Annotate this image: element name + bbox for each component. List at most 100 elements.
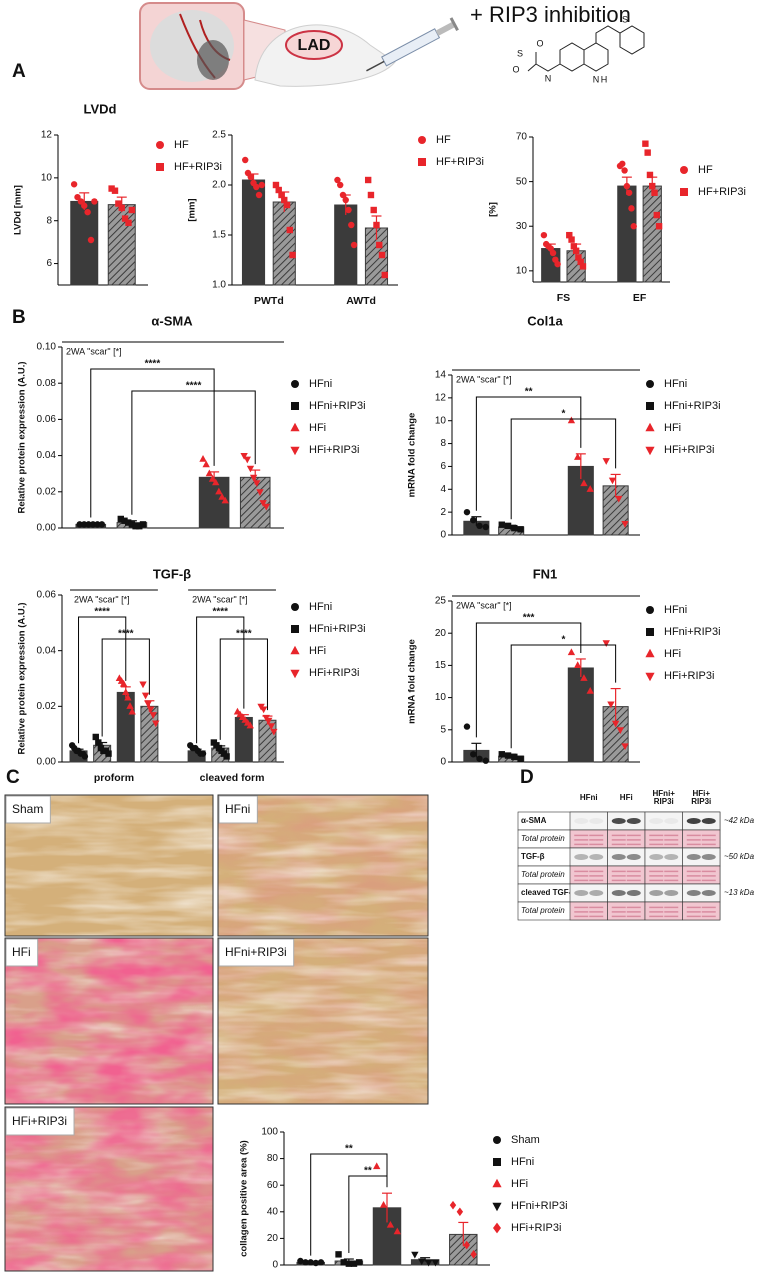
y-tick-label: 0.00	[37, 757, 57, 768]
blot-band	[574, 818, 589, 824]
significance-label: ****	[145, 359, 161, 370]
data-point	[350, 241, 358, 249]
data-point	[95, 739, 102, 746]
y-tick-label: 60	[267, 1180, 279, 1191]
data-point	[386, 1220, 395, 1228]
panel-letter: A	[12, 61, 26, 82]
legend-marker	[291, 603, 299, 611]
data-point	[289, 251, 296, 259]
data-point	[567, 416, 576, 424]
legend-marker	[291, 402, 299, 410]
data-point	[256, 489, 264, 496]
y-tick-label: 5	[440, 724, 446, 735]
data-point	[393, 1227, 401, 1235]
data-point	[449, 1200, 457, 1210]
lane-frame	[607, 901, 646, 921]
data-point	[476, 755, 483, 762]
data-point	[267, 723, 275, 730]
bar	[70, 200, 99, 286]
bar	[642, 185, 662, 283]
data-point	[126, 702, 134, 709]
significance-label: **	[345, 1144, 353, 1155]
lad-oval	[285, 30, 343, 60]
data-point	[418, 1258, 426, 1266]
y-tick-label: 0.06	[37, 414, 57, 425]
data-point	[334, 176, 341, 184]
blot-band	[649, 890, 664, 896]
y-tick-label: 0	[440, 757, 446, 768]
data-point	[212, 478, 220, 486]
data-point	[246, 465, 255, 473]
blot-size: ~13 kDa	[724, 888, 755, 897]
x-tick-label: AWTd	[346, 295, 376, 307]
tile-border	[217, 794, 429, 937]
data-point	[463, 723, 471, 730]
atom: H	[601, 74, 608, 84]
data-point	[549, 249, 557, 257]
y-tick-label: 8	[46, 215, 52, 226]
data-point	[275, 186, 282, 194]
legend-marker	[290, 645, 300, 655]
data-point	[205, 469, 214, 477]
data-point	[144, 700, 152, 708]
y-tick-label: 10	[516, 265, 528, 276]
blot-band	[589, 890, 604, 896]
significance-label: **	[525, 387, 533, 398]
blot-row-label: Total protein	[521, 906, 565, 915]
blot-size: ~42 kDa	[724, 816, 755, 825]
significance-bracket	[475, 396, 582, 511]
label-box	[5, 1107, 75, 1136]
data-point	[653, 211, 661, 219]
blot-band	[611, 854, 626, 860]
legend-marker	[645, 672, 655, 682]
blot-band	[626, 890, 641, 896]
y-tick-label: 0.04	[37, 450, 57, 461]
data-point	[572, 247, 580, 254]
caption: + RIP3 inhibition	[470, 2, 631, 27]
tile-label: HFni	[225, 802, 250, 816]
data-point	[619, 160, 626, 167]
data-point	[517, 755, 524, 762]
legend-label: HF+RIP3i	[436, 156, 484, 168]
data-point	[621, 521, 629, 528]
data-point	[482, 523, 489, 531]
significance-label: ****	[236, 629, 252, 640]
blot-band	[574, 854, 589, 860]
significance-bracket	[510, 418, 617, 520]
panel-letter: D	[520, 767, 534, 788]
y-tick-label: 8	[440, 438, 446, 449]
blot-band	[664, 890, 679, 896]
y-tick-label: 0.08	[37, 378, 57, 389]
data-point	[625, 189, 633, 196]
legend-marker	[645, 422, 655, 432]
legend-label: HFni	[511, 1156, 534, 1168]
data-point	[242, 156, 249, 164]
blot-column: RIP3i	[654, 797, 674, 806]
y-tick-label: 0.04	[37, 645, 57, 656]
blot-band	[701, 854, 716, 860]
x-tick-label: EF	[633, 292, 647, 304]
data-point	[630, 223, 637, 230]
data-point	[221, 496, 229, 504]
data-point	[119, 679, 128, 687]
tile-border	[4, 937, 214, 1105]
data-point	[628, 205, 635, 212]
data-point	[470, 1250, 477, 1259]
legend-marker	[646, 380, 654, 388]
y-tick-label: 4	[440, 484, 446, 495]
y-tick-label: 100	[261, 1127, 278, 1138]
y-tick-label: 0	[272, 1260, 278, 1271]
atom: S	[517, 48, 523, 58]
data-point	[579, 263, 587, 270]
data-point	[202, 460, 210, 468]
data-point	[651, 189, 658, 196]
bar	[567, 667, 594, 763]
y-axis-label: mRNA fold change	[407, 413, 418, 498]
blot-band	[649, 854, 664, 860]
y-tick-label: 25	[435, 596, 447, 607]
legend-label: HF	[174, 139, 189, 151]
legend-label: HFni+RIP3i	[309, 400, 366, 412]
data-point	[270, 728, 278, 736]
legend-label: HFi	[511, 1178, 528, 1190]
legend-label: HFni+RIP3i	[664, 626, 721, 638]
